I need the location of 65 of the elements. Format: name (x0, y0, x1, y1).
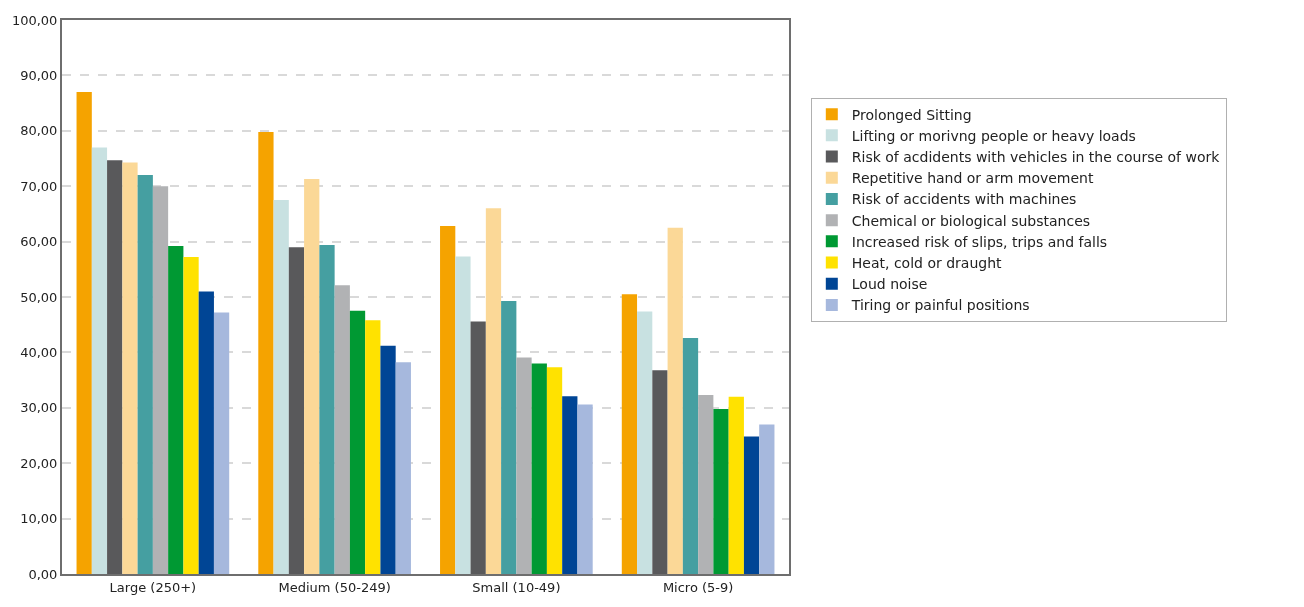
legend-label: Repetitive hand or arm movement (851, 170, 1094, 187)
legend-label: Increased risk of slips, trips and falls (851, 233, 1108, 250)
x-tick-label: Small (10-49) (472, 579, 561, 595)
bar (319, 244, 335, 574)
legend-label: Prolonged Sitting (851, 106, 972, 123)
bar (713, 408, 729, 574)
bar (728, 396, 744, 574)
legend-label: Lifting or morivng people or heavy loads (851, 127, 1136, 144)
bar (531, 363, 547, 574)
bar (76, 92, 92, 574)
bar (91, 147, 108, 574)
bar (470, 321, 486, 574)
bar (334, 285, 350, 574)
bar (667, 227, 683, 574)
bar (682, 338, 699, 574)
bar (759, 424, 775, 574)
bar (501, 300, 517, 574)
y-tick-label: 70,00 (20, 178, 58, 194)
bar (213, 312, 230, 574)
bar (122, 162, 138, 574)
bar (198, 291, 214, 574)
x-tick-label: Medium (50-249) (278, 579, 391, 595)
bar (380, 345, 396, 574)
bar (621, 294, 638, 574)
bar (152, 186, 169, 574)
legend-label: Tiring or painful positions (850, 297, 1030, 314)
bar (516, 357, 532, 574)
bar (743, 436, 760, 574)
y-tick-label: 80,00 (20, 123, 58, 139)
bar (365, 320, 381, 574)
y-tick-label: 60,00 (20, 234, 58, 250)
bar (288, 247, 305, 574)
y-tick-label: 10,00 (20, 511, 58, 527)
bar (562, 396, 578, 574)
legend-label: Risk of accidents with machines (851, 191, 1077, 208)
legend-label: Risk of acdidents with vehicles in the course of work (851, 149, 1221, 166)
bar (440, 226, 456, 574)
bar (546, 367, 563, 574)
y-tick-label: 50,00 (20, 289, 58, 305)
bar (349, 310, 366, 574)
x-tick-label: Large (250+) (109, 579, 197, 595)
bar (273, 200, 289, 574)
bar (698, 395, 714, 574)
y-tick-label: 100,00 (11, 12, 58, 28)
y-tick-label: 30,00 (20, 400, 58, 416)
bar (107, 160, 123, 574)
bar (455, 256, 471, 574)
bar (258, 131, 274, 574)
y-tick-label: 0,00 (28, 566, 58, 582)
bar (395, 362, 411, 574)
bar (652, 370, 668, 574)
bar (137, 175, 153, 574)
legend-label: Loud noise (851, 276, 928, 293)
legend-label: Heat, cold or draught (851, 255, 1003, 272)
bar (168, 246, 184, 574)
bar (304, 179, 320, 574)
x-tick-label: Micro (5-9) (662, 579, 734, 595)
bar (485, 208, 502, 574)
bar (577, 404, 593, 574)
y-tick-label: 20,00 (20, 455, 58, 471)
bar (637, 311, 653, 574)
y-tick-label: 40,00 (20, 344, 58, 360)
legend-label: Chemical or biological substances (851, 212, 1091, 229)
bar (183, 257, 199, 574)
y-tick-label: 90,00 (20, 67, 58, 83)
